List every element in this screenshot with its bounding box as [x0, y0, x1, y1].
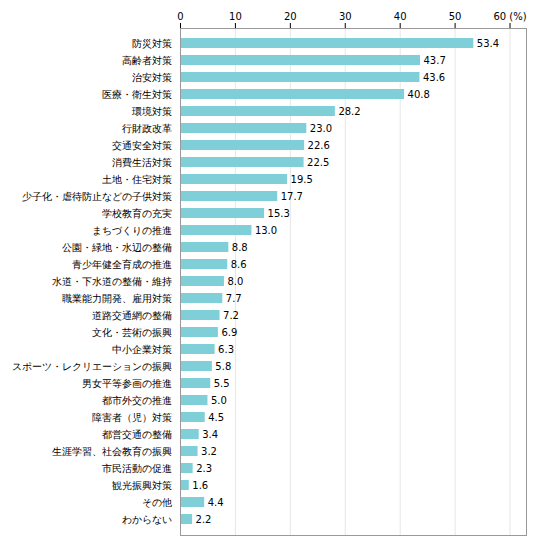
svg-text:公園・緑地・水辺の整備: 公園・緑地・水辺の整備	[62, 242, 172, 253]
svg-text:中小企業対策: 中小企業対策	[112, 344, 172, 355]
svg-text:行財政改革: 行財政改革	[122, 123, 172, 134]
svg-text:23.0: 23.0	[310, 123, 332, 134]
svg-text:消費生活対策: 消費生活対策	[112, 157, 172, 168]
svg-text:22.5: 22.5	[307, 157, 329, 168]
svg-text:文化・芸術の振興: 文化・芸術の振興	[92, 327, 172, 338]
svg-text:都市外交の推進: 都市外交の推進	[102, 395, 172, 406]
svg-text:水道・下水道の整備・維持: 水道・下水道の整備・維持	[52, 276, 172, 287]
svg-text:2.3: 2.3	[196, 463, 212, 474]
svg-text:3.4: 3.4	[202, 429, 218, 440]
svg-text:15.3: 15.3	[268, 208, 290, 219]
svg-text:8.0: 8.0	[227, 276, 243, 287]
svg-text:7.7: 7.7	[226, 293, 242, 304]
svg-text:22.6: 22.6	[308, 140, 330, 151]
svg-text:5.0: 5.0	[211, 395, 227, 406]
svg-text:環境対策: 環境対策	[132, 106, 172, 117]
svg-text:まちづくりの推進: まちづくりの推進	[92, 225, 172, 236]
svg-text:わからない: わからない	[122, 514, 172, 525]
svg-text:スポーツ・レクリエーションの振興: スポーツ・レクリエーションの振興	[12, 361, 172, 372]
svg-text:28.2: 28.2	[338, 106, 360, 117]
svg-text:生涯学習、社会教育の振興: 生涯学習、社会教育の振興	[52, 446, 172, 457]
svg-text:50: 50	[449, 11, 462, 22]
svg-text:少子化・虐待防止などの子供対策: 少子化・虐待防止などの子供対策	[22, 191, 172, 202]
svg-text:7.2: 7.2	[223, 310, 239, 321]
svg-text:8.8: 8.8	[232, 242, 248, 253]
svg-text:0: 0	[177, 11, 183, 22]
svg-text:10: 10	[229, 11, 242, 22]
svg-text:5.5: 5.5	[214, 378, 230, 389]
svg-text:高齢者対策: 高齢者対策	[122, 55, 172, 66]
svg-text:40: 40	[394, 11, 407, 22]
svg-text:土地・住宅対策: 土地・住宅対策	[102, 174, 172, 185]
svg-text:43.6: 43.6	[423, 72, 445, 83]
svg-text:43.7: 43.7	[424, 55, 446, 66]
svg-text:男女平等参画の推進: 男女平等参画の推進	[82, 378, 172, 389]
svg-text:53.4: 53.4	[477, 38, 499, 49]
svg-text:防災対策: 防災対策	[132, 38, 172, 49]
svg-text:4.5: 4.5	[208, 412, 224, 423]
svg-text:学校教育の充実: 学校教育の充実	[102, 208, 172, 219]
svg-text:19.5: 19.5	[291, 174, 313, 185]
svg-text:市民活動の促進: 市民活動の促進	[102, 463, 172, 474]
svg-text:道路交通網の整備: 道路交通網の整備	[92, 310, 172, 321]
svg-text:6.9: 6.9	[221, 327, 237, 338]
svg-text:2.2: 2.2	[196, 514, 212, 525]
svg-text:6.3: 6.3	[218, 344, 234, 355]
svg-text:障害者（児）対策: 障害者（児）対策	[92, 412, 172, 423]
svg-text:20: 20	[284, 11, 297, 22]
svg-text:交通安全対策: 交通安全対策	[112, 140, 172, 151]
svg-text:青少年健全育成の推進: 青少年健全育成の推進	[72, 259, 172, 270]
svg-text:40.8: 40.8	[408, 89, 430, 100]
svg-text:治安対策: 治安対策	[132, 72, 172, 83]
svg-text:4.4: 4.4	[208, 497, 224, 508]
svg-text:60 (%): 60 (%)	[493, 11, 526, 22]
svg-text:都営交通の整備: 都営交通の整備	[102, 429, 172, 440]
svg-text:観光振興対策: 観光振興対策	[112, 480, 172, 491]
svg-text:17.7: 17.7	[281, 191, 303, 202]
svg-text:医療・衛生対策: 医療・衛生対策	[102, 89, 172, 100]
svg-text:8.6: 8.6	[231, 259, 247, 270]
svg-text:5.8: 5.8	[215, 361, 231, 372]
svg-text:30: 30	[339, 11, 352, 22]
svg-text:1.6: 1.6	[192, 480, 208, 491]
svg-text:その他: その他	[142, 497, 172, 508]
svg-text:職業能力開発、雇用対策: 職業能力開発、雇用対策	[62, 293, 172, 304]
svg-text:3.2: 3.2	[201, 446, 217, 457]
svg-text:13.0: 13.0	[255, 225, 277, 236]
